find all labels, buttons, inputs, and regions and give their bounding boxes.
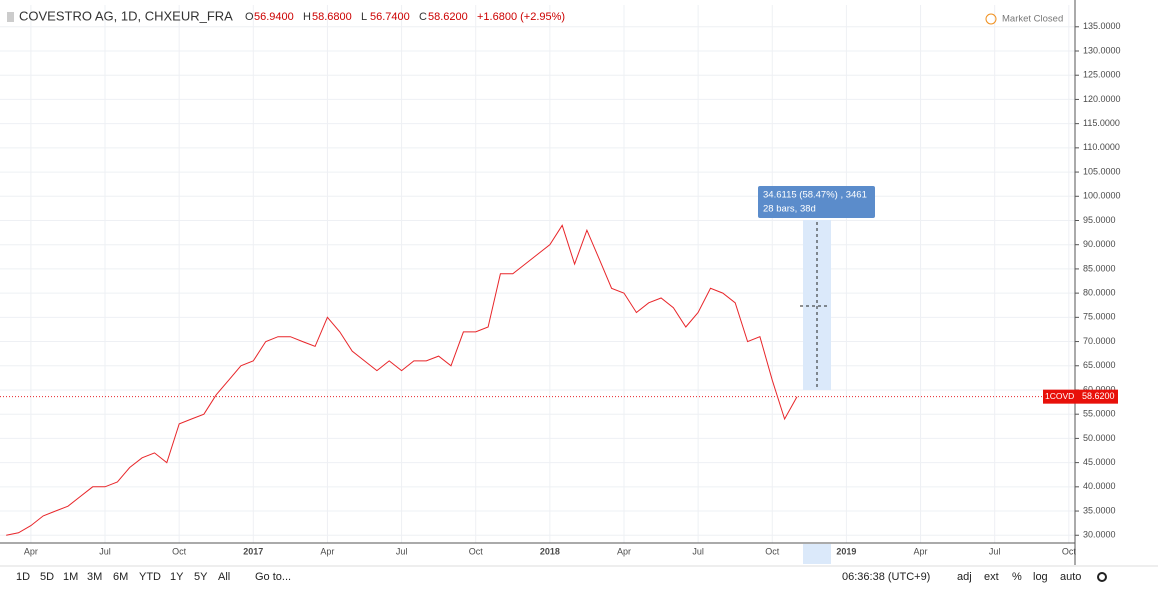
x-tick-label: Jul (692, 546, 704, 556)
ohlc-value: 56.9400 (254, 11, 294, 23)
last-price-name: 1COVD (1045, 391, 1074, 401)
option-button[interactable]: auto (1060, 571, 1081, 583)
range-button[interactable]: 1M (63, 571, 78, 583)
y-tick-label: 95.0000 (1083, 215, 1116, 225)
x-tick-label: 2018 (540, 546, 560, 556)
x-tick-label: Oct (469, 546, 484, 556)
x-tick-label: Apr (24, 546, 38, 556)
header-change: +1.6800 (+2.95%) (477, 11, 565, 23)
y-tick-label: 40.0000 (1083, 481, 1116, 491)
y-tick-label: 70.0000 (1083, 336, 1116, 346)
header-title: COVESTRO AG, 1D, CHXEUR_FRA (19, 8, 233, 23)
range-button[interactable]: 1Y (170, 571, 184, 583)
x-tick-label: Oct (765, 546, 780, 556)
y-tick-label: 60.0000 (1083, 384, 1116, 394)
range-button[interactable]: 6M (113, 571, 128, 583)
x-tick-label: Jul (396, 546, 408, 556)
clock: 06:36:38 (UTC+9) (842, 571, 930, 583)
range-button[interactable]: All (218, 571, 230, 583)
range-button[interactable]: YTD (139, 571, 161, 583)
y-tick-label: 135.0000 (1083, 21, 1121, 31)
measure-range (803, 220, 831, 390)
price-line (6, 224, 798, 536)
header-status: Market Closed (1002, 14, 1063, 25)
option-button[interactable]: ext (984, 571, 999, 583)
y-tick-label: 130.0000 (1083, 45, 1121, 55)
option-button[interactable]: log (1033, 571, 1048, 583)
x-tick-label: 2017 (243, 546, 263, 556)
y-tick-label: 115.0000 (1083, 118, 1120, 128)
goto-button[interactable]: Go to... (255, 571, 291, 583)
y-tick-label: 100.0000 (1083, 191, 1121, 201)
range-button[interactable]: 5D (40, 571, 54, 583)
range-button[interactable]: 3M (87, 571, 102, 583)
y-tick-label: 85.0000 (1083, 263, 1116, 273)
y-tick-label: 65.0000 (1083, 360, 1116, 370)
measure-axis-range (803, 544, 831, 564)
y-tick-label: 45.0000 (1083, 457, 1116, 467)
status-icon (985, 13, 997, 25)
y-tick-label: 120.0000 (1083, 94, 1121, 104)
measure-text: 34.6115 (58.47%) , 3461 (763, 190, 867, 201)
ohlc-value: 58.6800 (312, 11, 352, 23)
range-button[interactable]: 5Y (194, 571, 208, 583)
ohlc-value: 56.7400 (370, 11, 410, 23)
x-tick-label: Apr (617, 546, 631, 556)
x-tick-label: Apr (914, 546, 928, 556)
y-tick-label: 110.0000 (1083, 142, 1120, 152)
x-tick-label: Oct (172, 546, 187, 556)
option-button[interactable]: adj (957, 571, 972, 583)
x-tick-label: Apr (320, 546, 334, 556)
y-tick-label: 55.0000 (1083, 409, 1116, 419)
y-tick-label: 105.0000 (1083, 166, 1121, 176)
y-tick-label: 80.0000 (1083, 288, 1116, 298)
y-tick-label: 30.0000 (1083, 530, 1116, 540)
option-button[interactable]: % (1012, 571, 1022, 583)
ohlc-key: L (361, 11, 367, 23)
x-tick-label: Oct (1062, 546, 1077, 556)
ohlc-key: O (245, 11, 254, 23)
range-button[interactable]: 1D (16, 571, 30, 583)
y-tick-label: 35.0000 (1083, 505, 1116, 515)
ohlc-value: 58.6200 (428, 11, 468, 23)
y-tick-label: 50.0000 (1083, 433, 1116, 443)
settings-button[interactable] (1097, 572, 1107, 582)
ohlc-key: H (303, 11, 311, 23)
x-tick-label: 2019 (836, 546, 856, 556)
x-tick-label: Jul (989, 546, 1001, 556)
header-icon (7, 12, 14, 22)
ohlc-key: C (419, 11, 427, 23)
y-tick-label: 125.0000 (1083, 70, 1121, 80)
last-price-label: 58.6200 (1082, 391, 1115, 401)
last-price-tag (1043, 389, 1118, 404)
x-tick-label: Jul (99, 546, 111, 556)
measure-text: 28 bars, 38d (763, 204, 816, 215)
y-tick-label: 90.0000 (1083, 239, 1116, 249)
y-tick-label: 75.0000 (1083, 312, 1116, 322)
measure-box (758, 186, 875, 218)
